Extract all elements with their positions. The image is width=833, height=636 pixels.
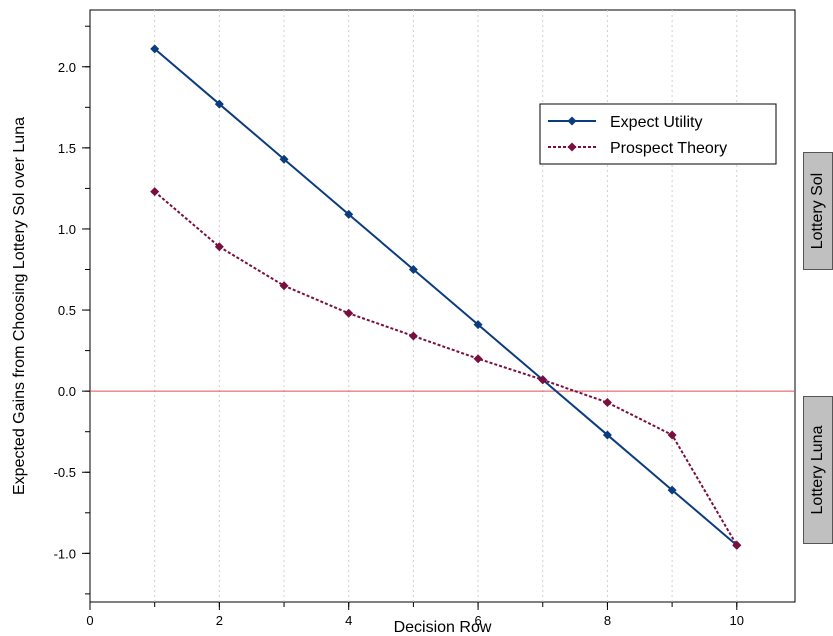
y-axis-title: Expected Gains from Choosing Lottery Sol… [11,117,28,495]
series-2-point [732,540,742,550]
y-tick-label: 0.0 [58,384,76,399]
series-2-point [279,281,289,291]
y-tick-label: -0.5 [54,465,76,480]
series-1-point [150,44,160,54]
lottery-sol-label: Lottery Sol [809,172,826,250]
series-1-point [214,99,224,109]
legend-marker-1 [567,116,577,126]
series-2-point [473,354,483,364]
series-1-point [408,265,418,275]
x-tick-label: 6 [474,613,481,628]
series-1-point [344,209,354,219]
x-axis-title: Decision Row [394,619,492,636]
series-2-point [214,242,224,252]
series-1-point [279,154,289,164]
y-tick-label: -1.0 [54,546,76,561]
series-2-point [602,398,612,408]
series-2-point [150,187,160,197]
x-tick-label: 2 [216,613,223,628]
series-1-point [602,430,612,440]
legend-marker-2 [567,142,577,152]
x-tick-label: 8 [604,613,611,628]
x-tick-label: 0 [86,613,93,628]
lottery-luna-label: Lottery Luna [809,425,826,515]
series-line-1 [154,48,738,546]
series-line-2 [154,190,738,546]
series-1-point [667,485,677,495]
legend-box [539,103,777,165]
legend-label-1: Expect Utility [610,114,702,131]
lottery-sol-label-box: Lottery Sol [803,152,833,270]
x-tick-label: 10 [730,613,744,628]
lottery-luna-label-box: Lottery Luna [803,396,833,544]
legend-label-2: Prospect Theory [610,140,727,157]
y-tick-label: 1.0 [58,222,76,237]
y-tick-label: 0.5 [58,303,76,318]
y-tick-label: 2.0 [58,60,76,75]
y-tick-label: 1.5 [58,141,76,156]
series-2-point [667,430,677,440]
series-2-point [408,331,418,341]
series-2-point [344,308,354,318]
series-2-point [538,375,548,385]
x-tick-label: 4 [345,613,352,628]
series-1-point [473,320,483,330]
plot-frame [89,9,796,603]
